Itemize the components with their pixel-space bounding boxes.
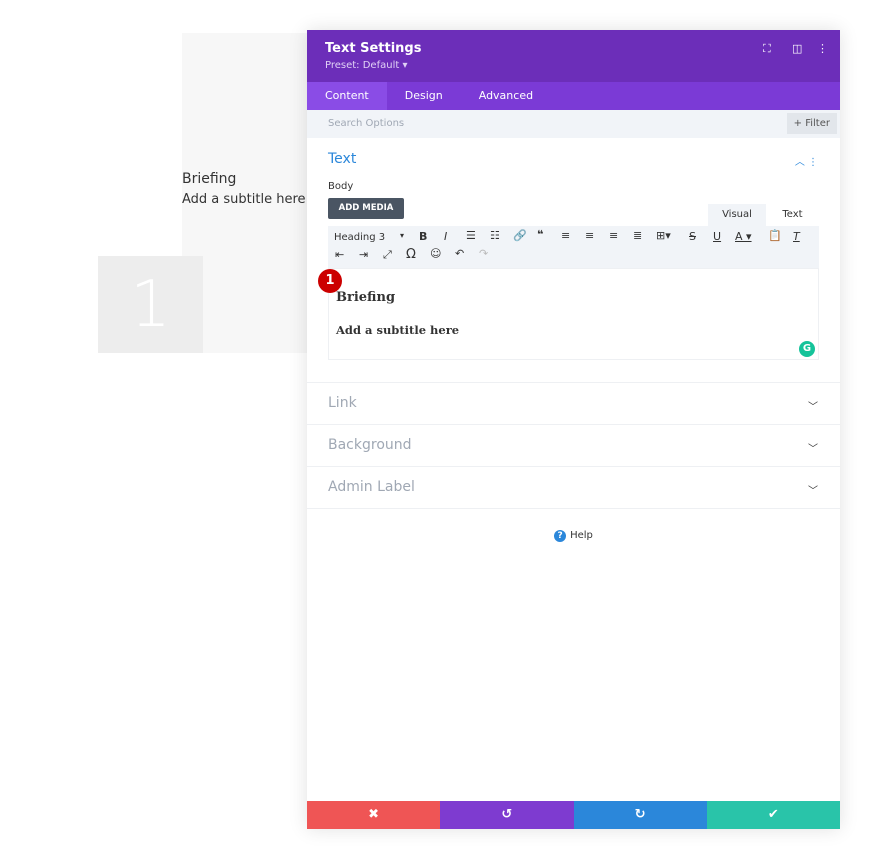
more-options-icon[interactable]: ⋮	[817, 42, 828, 55]
emoji-icon[interactable]: ☺	[430, 247, 442, 260]
preview-subtitle: Add a subtitle here	[182, 192, 306, 207]
tab-design[interactable]: Design	[404, 89, 443, 102]
help-link[interactable]: ? Help	[307, 530, 840, 542]
editor-content[interactable]: Briefing Add a subtitle here	[328, 268, 819, 360]
indent-icon[interactable]: ⇥	[359, 248, 369, 261]
add-media-button[interactable]: ADD MEDIA	[328, 198, 404, 219]
search-bar: Search Options + Filter	[307, 110, 840, 138]
preview-title: Briefing	[182, 171, 237, 187]
content-subtitle: Add a subtitle here	[336, 323, 460, 337]
underline-icon[interactable]: U	[713, 230, 722, 243]
divider	[307, 382, 840, 383]
align-right-icon[interactable]: ≡	[609, 229, 619, 242]
split-view-icon[interactable]: ◫	[792, 42, 803, 55]
heading-select[interactable]: Heading 3	[334, 232, 386, 243]
tab-advanced[interactable]: Advanced	[478, 89, 534, 102]
fullscreen-editor-icon[interactable]: ⤢	[383, 248, 392, 261]
strikethrough-icon[interactable]: S	[689, 230, 696, 243]
editor-toolbar: Heading 3 ▾ B I ☰ ☷ 🔗 ❝ ≡ ≡ ≡ ≣ ⊞▾ S U A…	[328, 226, 819, 268]
text-tab[interactable]: Text	[782, 209, 803, 220]
numbered-list-icon[interactable]: ☷	[490, 229, 500, 242]
bold-icon[interactable]: B	[419, 230, 428, 243]
chevron-down-icon[interactable]: ▾	[400, 231, 405, 240]
settings-tabs: Content Design Advanced	[307, 82, 840, 110]
outdent-icon[interactable]: ⇤	[335, 248, 345, 261]
filter-button[interactable]: + Filter	[786, 113, 837, 134]
section-background[interactable]: Background	[328, 437, 412, 453]
visual-tab[interactable]: Visual	[708, 204, 766, 226]
chevron-down-icon[interactable]: ﹀	[808, 402, 818, 413]
content-heading: Briefing	[336, 290, 396, 305]
text-color-icon[interactable]: A ▾	[735, 230, 752, 243]
quote-icon[interactable]: ❝	[537, 228, 544, 241]
tab-content[interactable]: Content	[307, 82, 387, 110]
number-text: 1	[130, 267, 171, 342]
grammarly-icon[interactable]: G	[799, 341, 815, 357]
paste-text-icon[interactable]: 📋	[768, 229, 782, 242]
special-character-icon[interactable]: Ω	[406, 247, 416, 262]
help-label: Help	[570, 530, 593, 541]
divider	[307, 466, 840, 467]
chevron-down-icon[interactable]: ﹀	[808, 444, 818, 455]
chevron-up-icon[interactable]: ︿ ⋮	[794, 157, 818, 168]
number-block: 1	[98, 256, 203, 353]
preset-dropdown[interactable]: Preset: Default ▾	[325, 60, 408, 71]
bullet-list-icon[interactable]: ☰	[466, 229, 476, 242]
justify-icon[interactable]: ≣	[633, 229, 643, 242]
clear-formatting-icon[interactable]: T	[793, 230, 800, 243]
divider	[307, 424, 840, 425]
italic-icon[interactable]: I	[444, 230, 448, 243]
link-icon[interactable]: 🔗	[513, 229, 527, 242]
undo-button[interactable]: ↺	[440, 801, 574, 829]
search-input[interactable]: Search Options	[328, 118, 405, 129]
redo-button[interactable]: ↻	[573, 801, 707, 829]
fullscreen-icon[interactable]: ⛶	[763, 42, 771, 55]
section-link[interactable]: Link	[328, 395, 357, 411]
align-left-icon[interactable]: ≡	[561, 229, 571, 242]
body-label: Body	[328, 181, 354, 192]
step-badge: 1	[318, 269, 342, 293]
panel-footer: ✖ ↺ ↻ ✔	[307, 801, 840, 829]
section-admin-label[interactable]: Admin Label	[328, 479, 415, 495]
undo-icon[interactable]: ↶	[455, 247, 465, 260]
cancel-button[interactable]: ✖	[307, 801, 441, 829]
table-icon[interactable]: ⊞▾	[656, 229, 671, 242]
redo-icon[interactable]: ↷	[479, 247, 489, 260]
save-button[interactable]: ✔	[706, 801, 840, 829]
text-settings-panel: Text Settings Preset: Default ▾ ⛶ ◫ ⋮ Co…	[307, 30, 840, 829]
help-icon: ?	[554, 530, 567, 542]
panel-title: Text Settings	[325, 41, 422, 56]
align-center-icon[interactable]: ≡	[585, 229, 595, 242]
chevron-down-icon[interactable]: ﹀	[808, 486, 818, 497]
divider	[307, 508, 840, 509]
panel-header: Text Settings Preset: Default ▾ ⛶ ◫ ⋮	[307, 30, 840, 82]
section-text-title[interactable]: Text	[328, 151, 357, 167]
